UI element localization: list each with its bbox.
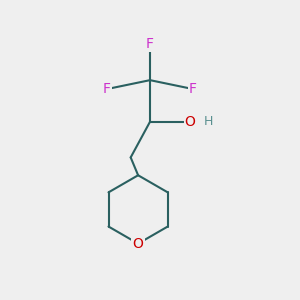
Text: F: F — [103, 82, 111, 96]
Text: F: F — [146, 38, 154, 52]
Text: O: O — [133, 237, 143, 250]
Text: H: H — [203, 115, 213, 128]
Text: O: O — [185, 115, 196, 129]
Text: F: F — [189, 82, 197, 96]
